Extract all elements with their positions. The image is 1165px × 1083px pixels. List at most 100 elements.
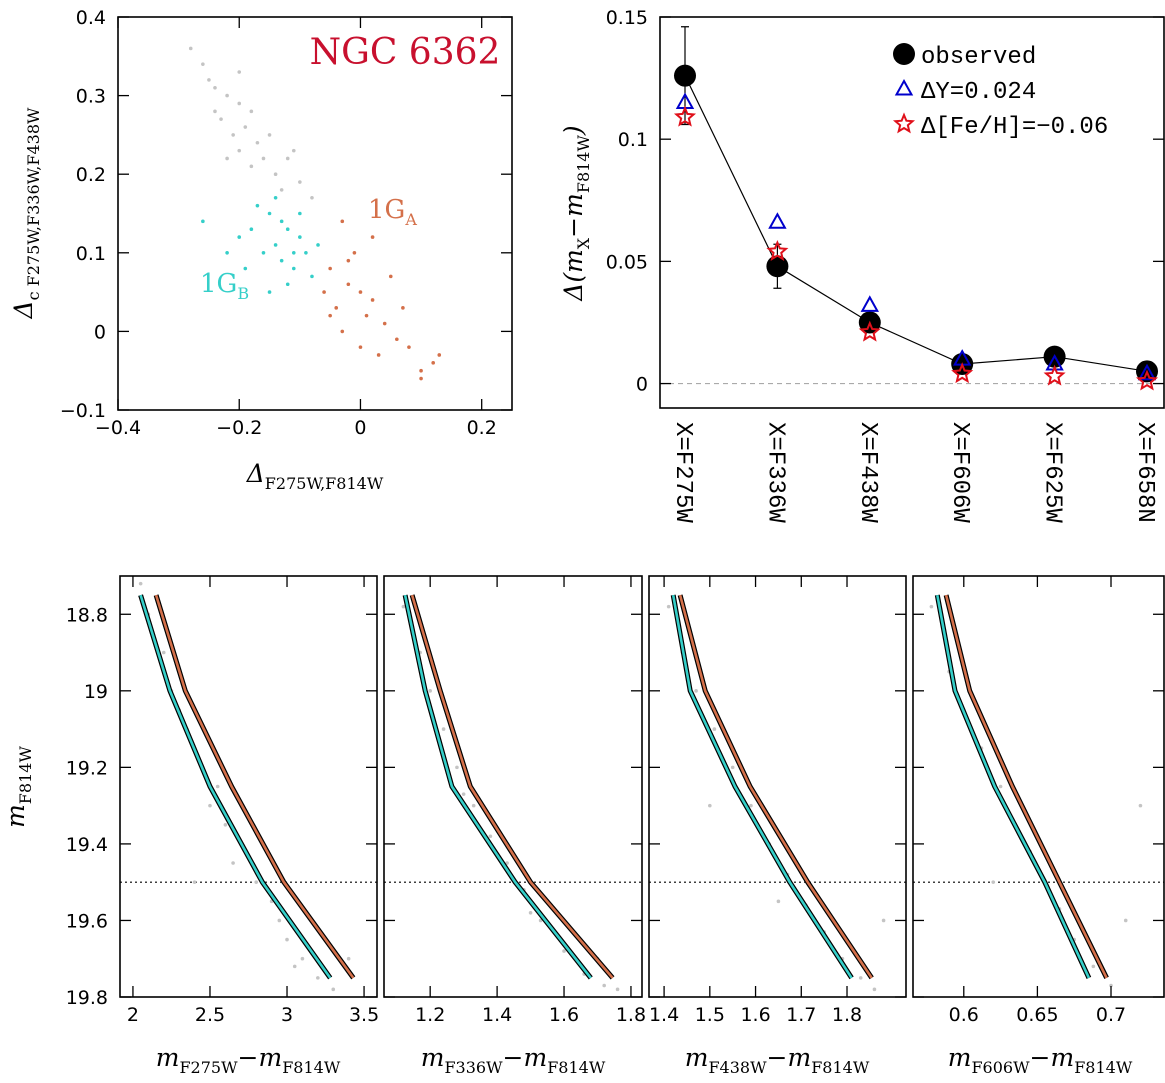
x-axis-label-part: −m xyxy=(767,1043,812,1072)
point xyxy=(455,765,459,770)
fiducial-line xyxy=(671,594,853,979)
fiducial-line xyxy=(410,594,614,979)
x-axis-label-part: m xyxy=(948,1043,972,1072)
x-axis-label-part: −m xyxy=(1030,1043,1075,1072)
y-axis-label-part: m xyxy=(1,804,30,828)
point xyxy=(225,156,229,161)
y-axis-label-part: ) xyxy=(559,125,588,136)
point xyxy=(243,125,248,129)
y-axis-label-part: Δ(m xyxy=(559,249,588,302)
point xyxy=(201,219,205,224)
point xyxy=(243,266,248,271)
marker xyxy=(860,295,879,312)
frame xyxy=(659,16,1165,409)
annotation-part: A xyxy=(404,210,417,229)
plot-area xyxy=(649,594,906,992)
point xyxy=(615,987,620,992)
point xyxy=(694,689,698,693)
y-tick-label: −0.1 xyxy=(60,400,106,422)
legend-label: observed xyxy=(921,44,1036,71)
line-outline xyxy=(677,594,874,980)
point xyxy=(213,85,217,90)
fiducial-line xyxy=(936,594,1091,979)
point xyxy=(428,689,432,693)
point xyxy=(237,70,242,74)
point xyxy=(346,258,351,263)
line-outline xyxy=(670,594,854,980)
y-tick-label: 0.2 xyxy=(76,164,106,186)
frame xyxy=(117,16,513,411)
connecting-line xyxy=(684,75,1148,372)
x-axis-label: mF336W−mF814W xyxy=(421,1043,606,1077)
point xyxy=(267,290,272,294)
point xyxy=(340,329,345,334)
point xyxy=(188,46,193,51)
point xyxy=(401,306,405,310)
point xyxy=(562,949,566,953)
x-axis-label-part: F814W xyxy=(547,1058,606,1077)
point xyxy=(929,604,934,609)
line-outline xyxy=(409,594,615,980)
fiducial-line xyxy=(154,594,355,979)
legend-marker xyxy=(894,78,914,96)
point xyxy=(249,109,254,114)
point xyxy=(261,156,266,161)
point xyxy=(1109,983,1113,988)
x-tick-label: 1.6 xyxy=(549,1004,579,1026)
point xyxy=(215,784,220,789)
point xyxy=(346,282,351,287)
annotation-part: 1G xyxy=(368,195,405,225)
point xyxy=(291,266,296,271)
point xyxy=(358,290,363,294)
point xyxy=(538,918,543,923)
point xyxy=(310,274,314,279)
x-axis-label-part: −m xyxy=(503,1043,548,1072)
point xyxy=(279,258,284,263)
x-tick-label: 1.8 xyxy=(616,1004,646,1026)
annotation: 1GB xyxy=(200,269,249,303)
plot-area xyxy=(120,581,377,992)
x-tick-label: 2.5 xyxy=(195,1004,225,1026)
point xyxy=(231,133,235,137)
annotation-part: NGC 6362 xyxy=(310,32,501,73)
point xyxy=(858,976,863,980)
point xyxy=(395,337,399,342)
y-axis-label-part: X xyxy=(574,237,593,249)
y-axis-label: mF814W xyxy=(1,746,35,828)
point xyxy=(419,376,423,381)
point xyxy=(254,880,259,884)
y-axis-label-part: c F275W,F336W,F438W xyxy=(24,107,43,300)
legend-marker xyxy=(892,112,916,134)
x-axis-label-part: F336W xyxy=(444,1058,503,1077)
y-tick-label: 19 xyxy=(84,681,108,703)
point xyxy=(872,987,877,992)
point xyxy=(285,227,290,232)
fiducial-line xyxy=(403,594,592,979)
x-axis-label-part: m xyxy=(421,1043,445,1072)
point xyxy=(401,604,406,609)
point xyxy=(441,727,446,731)
x-axis-label: mF606W−mF814W xyxy=(948,1043,1133,1077)
point xyxy=(225,251,229,255)
category-label: X=F658N xyxy=(1131,422,1158,523)
plot-area xyxy=(913,594,1164,988)
point xyxy=(708,803,712,808)
point xyxy=(138,581,143,586)
x-tick-label: 0.2 xyxy=(467,417,497,439)
marker xyxy=(858,320,881,342)
point xyxy=(298,235,302,239)
y-tick-label: 19.6 xyxy=(66,910,108,932)
point xyxy=(407,345,411,349)
point xyxy=(225,93,229,98)
point xyxy=(219,117,223,121)
annotation: 1GA xyxy=(368,195,417,229)
point xyxy=(279,219,284,224)
point xyxy=(231,861,235,865)
y-tick-label: 0.3 xyxy=(76,86,106,108)
point xyxy=(340,219,345,224)
point xyxy=(1123,918,1128,923)
x-tick-label: 3 xyxy=(281,1004,293,1026)
point xyxy=(237,101,242,106)
point xyxy=(237,235,242,239)
